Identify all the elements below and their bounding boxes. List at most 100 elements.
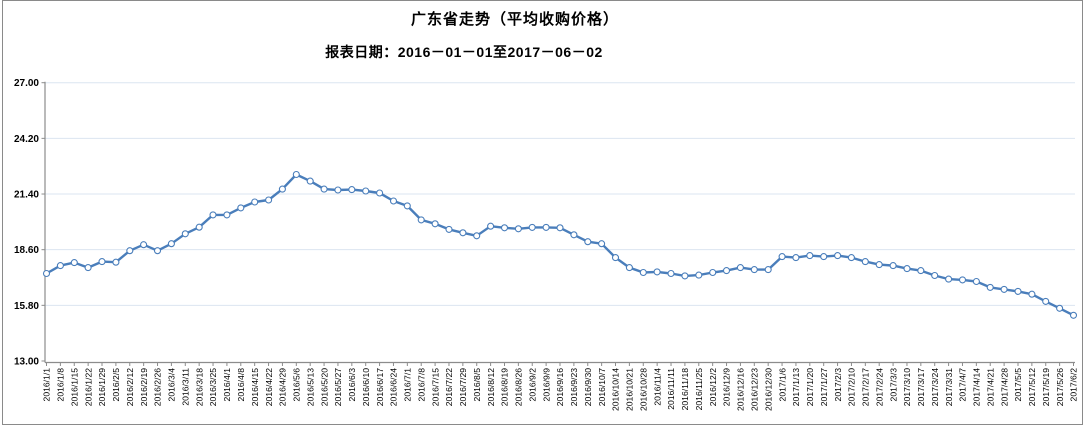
data-point-marker [153, 247, 162, 255]
data-point-marker [570, 231, 578, 239]
x-tick-label: 2017/5/5 [1013, 368, 1023, 402]
x-tick-label: 2016/12/16 [736, 368, 746, 411]
data-point-marker [653, 268, 661, 276]
data-point-marker [681, 272, 689, 280]
data-point-marker [167, 240, 175, 248]
x-tick-label: 2016/1/22 [83, 368, 93, 406]
x-tick-label: 2017/3/17 [916, 368, 926, 406]
data-point-marker [1056, 304, 1064, 312]
data-point-marker [625, 264, 633, 272]
data-point-marker [542, 223, 550, 231]
x-tick-label: 2017/5/19 [1041, 368, 1051, 406]
x-tick-label: 2017/2/10 [847, 368, 857, 406]
x-tick-label: 2016/5/6 [292, 368, 302, 402]
data-point-marker [556, 224, 564, 232]
data-point-marker [84, 264, 92, 272]
x-tick-label: 2017/4/21 [985, 368, 995, 406]
x-tick-label: 2016/7/22 [444, 368, 454, 406]
data-point-marker [889, 262, 897, 270]
x-tick-label: 2016/1/15 [69, 368, 79, 406]
x-tick-label: 2017/4/14 [972, 368, 982, 406]
x-tick-label: 2017/1/20 [805, 368, 815, 406]
x-tick-label: 2016/3/25 [208, 368, 218, 406]
data-point-marker [875, 261, 883, 269]
x-tick-label: 2017/3/3 [888, 368, 898, 402]
data-point-marker [792, 254, 800, 262]
data-point-marker [445, 225, 453, 233]
x-tick-label: 2016/3/4 [167, 368, 177, 402]
x-tick-label: 2016/10/14 [611, 368, 621, 411]
data-point-marker [500, 224, 509, 232]
x-tick-label: 2016/9/2 [527, 368, 537, 402]
x-tick-label: 2016/6/24 [389, 368, 399, 406]
x-tick-label: 2016/9/23 [569, 368, 579, 406]
x-tick-label: 2017/1/6 [777, 368, 787, 402]
x-tick-label: 2017/3/24 [930, 368, 940, 406]
x-tick-label: 2016/7/15 [430, 368, 440, 406]
x-tick-label: 2017/3/10 [902, 368, 912, 406]
data-point-marker [209, 211, 217, 219]
data-point-marker [903, 265, 911, 273]
data-point-marker [1042, 297, 1050, 305]
x-tick-label: 2016/6/17 [375, 368, 385, 406]
x-tick-label: 2017/2/3 [833, 368, 843, 402]
data-point-marker [778, 253, 786, 261]
data-point-marker [237, 204, 245, 212]
x-tick-label: 2016/10/21 [625, 368, 635, 411]
data-point-marker [473, 232, 481, 240]
chart-subtitle: 报表日期：2016－01－01至2017－06－02 [325, 44, 603, 60]
chart-frame [2, 0, 1083, 425]
x-tick-label: 2017/4/28 [999, 368, 1009, 406]
x-tick-label: 2016/12/9 [722, 368, 732, 406]
x-tick-label: 2016/4/22 [264, 368, 274, 406]
data-point-marker [1014, 287, 1022, 295]
x-tick-label: 2017/5/26 [1055, 368, 1065, 406]
chart-title: 广东省走势（平均收购价格） [410, 11, 620, 28]
y-tick-label: 24.20 [14, 134, 39, 145]
y-tick-label: 18.60 [14, 245, 39, 256]
data-point-marker [403, 202, 411, 210]
x-tick-label: 2016/5/20 [319, 368, 329, 406]
x-tick-label: 2016/8/26 [514, 368, 524, 406]
data-point-marker [917, 267, 925, 275]
data-point-marker [611, 254, 620, 262]
data-point-marker [931, 271, 939, 280]
data-point-marker [459, 229, 467, 237]
x-tick-label: 2016/7/8 [416, 368, 426, 402]
x-tick-label: 2016/11/25 [694, 368, 704, 411]
x-tick-label: 2017/1/27 [819, 368, 829, 406]
x-tick-label: 2017/1/13 [791, 368, 801, 406]
x-tick-label: 2016/4/29 [278, 368, 288, 406]
price-line [45, 173, 1075, 317]
x-tick-label: 2016/11/4 [652, 368, 662, 406]
data-point-marker [487, 222, 495, 230]
data-point-marker [695, 271, 703, 279]
data-point-marker [847, 254, 855, 262]
x-tick-label: 2016/8/12 [486, 368, 496, 406]
x-tick-label: 2016/1/8 [56, 368, 66, 402]
x-tick-label: 2016/2/12 [125, 368, 135, 406]
data-point-marker [584, 238, 592, 246]
data-point-marker [1000, 285, 1008, 293]
x-tick-label: 2016/9/30 [583, 368, 593, 406]
data-point-marker [181, 230, 189, 238]
x-tick-label: 2017/2/24 [874, 368, 884, 406]
x-tick-label: 2016/5/27 [333, 368, 343, 406]
data-point-marker [42, 269, 51, 278]
x-tick-label: 2016/5/13 [305, 368, 315, 406]
x-tick-label: 2016/10/7 [597, 368, 607, 406]
x-tick-label: 2016/11/18 [680, 368, 690, 411]
data-point-marker [514, 225, 522, 233]
data-point-marker [1028, 290, 1036, 298]
x-tick-label: 2017/2/17 [861, 368, 871, 406]
y-tick-label: 15.80 [14, 301, 39, 312]
data-point-marker [320, 185, 328, 193]
data-point-marker [667, 269, 675, 278]
data-point-marker [431, 220, 439, 228]
data-point-marker [986, 283, 994, 291]
x-tick-label: 2016/12/23 [749, 368, 759, 411]
data-point-marker [223, 211, 231, 219]
x-tick-label: 2016/10/28 [638, 368, 648, 411]
x-tick-label: 2016/8/5 [472, 368, 482, 402]
x-tick-label: 2016/3/11 [180, 368, 190, 406]
